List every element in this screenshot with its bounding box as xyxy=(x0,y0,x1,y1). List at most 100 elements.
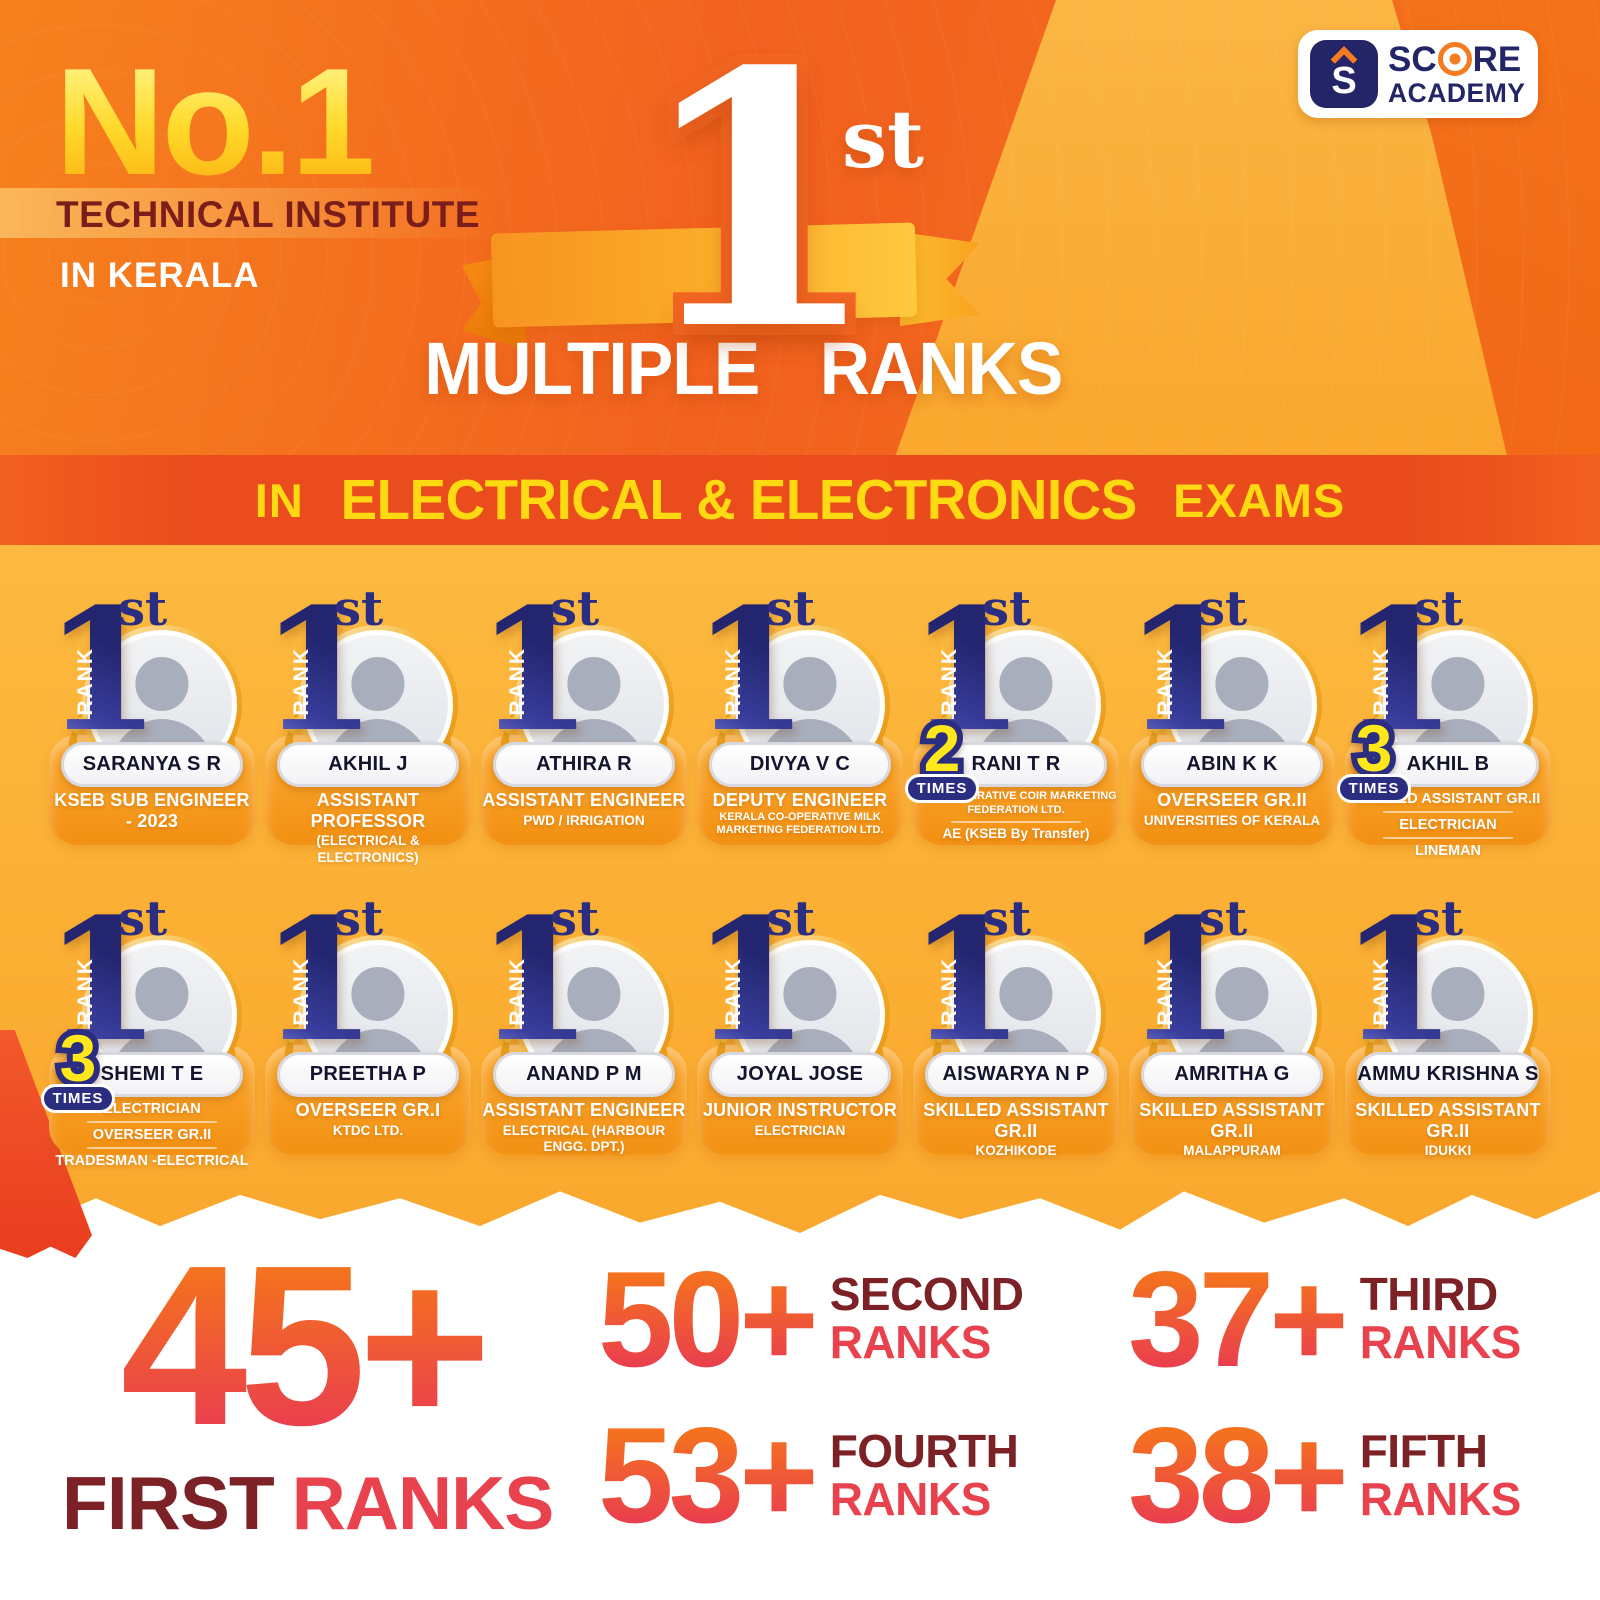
times-count: 3 xyxy=(1356,715,1393,781)
rank-holder-card: 1 RANK st ANAND P M ASSISTANT ENGINEER EL… xyxy=(476,881,692,1157)
rank-word: RANK xyxy=(722,647,745,716)
rank-ordinal: st xyxy=(550,581,600,637)
other-ranks-stats: 50+ SECOND RANKS 37+ THIRD RANKS 53+ FOU… xyxy=(598,1243,1558,1552)
first-ranks-ranks: RANKS xyxy=(291,1460,555,1545)
rank-word: RANK xyxy=(938,647,961,716)
times-badge: 3 TIMES xyxy=(1334,715,1414,803)
rank-holder-photo xyxy=(524,945,664,1085)
logo-name-bottom: ACADEMY xyxy=(1388,77,1526,108)
designation: ELECTRICIAN xyxy=(1399,817,1497,834)
designation-lines: SKILLED ASSISTANT GR.II IDUKKI xyxy=(1346,1100,1550,1160)
first-ranks-stat: 45+ FIRST RANKS xyxy=(62,1232,554,1546)
designation: OVERSEER GR.II xyxy=(1157,790,1307,810)
name-pill: DIVYA V C xyxy=(709,742,891,787)
designation: PWD / IRRIGATION xyxy=(523,812,645,828)
designation: ASSISTANT PROFESSOR xyxy=(310,790,426,831)
hero-rank-ordinal: st xyxy=(842,92,924,186)
name-pill: JOYAL JOSE xyxy=(709,1052,891,1097)
name-pill: AMMU KRISHNA S xyxy=(1357,1052,1539,1097)
avatar-head xyxy=(783,657,837,711)
role-divider xyxy=(1382,811,1514,814)
rank-one-badge: 1 RANK st xyxy=(44,581,167,761)
avatar-head xyxy=(1431,967,1485,1021)
rank-one-badge: 1 RANK st xyxy=(692,571,815,769)
avatar-head xyxy=(135,657,189,711)
rank-ordinal: st xyxy=(982,891,1032,947)
designation: JUNIOR INSTRUCTOR xyxy=(702,1100,898,1120)
rank-word: RANK xyxy=(1370,957,1393,1026)
role-divider xyxy=(950,820,1082,823)
designation: ELECTRICIAN xyxy=(754,1122,846,1138)
rank-holder-card: 1 RANK st AISWARYA N P SKILLED ASSISTANT… xyxy=(908,881,1124,1160)
role-divider xyxy=(1382,837,1514,840)
rank-ordinal: st xyxy=(1414,891,1464,947)
stat-number: 37+ xyxy=(1128,1243,1349,1395)
rank-holder-card: 1 RANK st 3 TIMES SHEMI T E ELECTRICIANO… xyxy=(40,891,260,1169)
rank-word: RANK xyxy=(74,957,97,1026)
rank-one-badge: 1 RANK st xyxy=(476,581,599,761)
rank-one-badge: 1 RANK st xyxy=(1124,581,1247,761)
stat-words: FOURTH RANKS xyxy=(830,1427,1019,1524)
rank-holder-card: 1 RANK st SARANYA S R KSEB SUB ENGINEER … xyxy=(44,581,260,847)
exam-banner: IN ELECTRICAL & ELECTRONICS EXAMS xyxy=(0,455,1600,545)
rank-word: RANK xyxy=(290,647,313,716)
name-pill: PREETHA P xyxy=(277,1052,459,1097)
rank-holder-name: PREETHA P xyxy=(309,1063,427,1085)
avatar-head xyxy=(1431,657,1485,711)
rank-holder-name: AMMU KRISHNA S xyxy=(1357,1063,1539,1085)
rank-ordinal: st xyxy=(766,891,816,947)
designation: OVERSEER GR.II xyxy=(92,1127,212,1144)
rank-number: 1 xyxy=(476,881,593,1079)
designation: SKILLED ASSISTANT GR.II xyxy=(1355,1100,1541,1141)
rank-stat: 38+ FIFTH RANKS xyxy=(1128,1407,1558,1543)
monogram-letter: S xyxy=(1331,60,1357,102)
designation-lines: DEPUTY ENGINEER KERALA CO-OPERATIVE MILK … xyxy=(698,790,902,838)
name-pill: ABIN K K xyxy=(1141,742,1323,787)
stat-ranks-word: RANKS xyxy=(829,1316,992,1369)
rank-one-badge: 1 RANK st xyxy=(260,571,383,769)
first-ranks-label: FIRST RANKS xyxy=(62,1460,554,1546)
rank-ordinal: st xyxy=(334,581,384,637)
logo-name-top-left: SC xyxy=(1388,39,1437,79)
rank-holder-name: SHEMI T E xyxy=(100,1063,204,1085)
first-ranks-word: FIRST xyxy=(62,1460,275,1545)
rank-number: 1 xyxy=(692,571,809,769)
designation-lines: OVERSEER GR.I KTDC LTD. xyxy=(266,1100,470,1139)
avatar-head xyxy=(567,967,621,1021)
avatar-head xyxy=(999,967,1053,1021)
rank-ordinal: st xyxy=(766,581,816,637)
rank-number: 1 xyxy=(260,881,377,1079)
rank-number: 1 xyxy=(260,571,377,769)
times-word: TIMES xyxy=(1336,773,1412,803)
stat-number: 53+ xyxy=(598,1399,819,1552)
avatar-head xyxy=(351,967,405,1021)
logo-text: SC RE ACADEMY xyxy=(1388,42,1525,107)
role-divider xyxy=(86,1147,218,1150)
stat-ordinal-word: THIRD xyxy=(1359,1268,1499,1321)
designation: KERALA CO-OPERATIVE MILK MARKETING FEDER… xyxy=(716,810,884,837)
name-pill: SARANYA S R xyxy=(61,742,243,787)
rank-holder-card: 1 RANK st PREETHA P OVERSEER GR.I KTDC LT… xyxy=(260,881,476,1157)
location-text: IN KERALA xyxy=(60,256,260,295)
rank-word: RANK xyxy=(938,957,961,1026)
banner-suffix: EXAMS xyxy=(1173,473,1346,527)
rank-number: 1 xyxy=(692,881,809,1079)
rank-row-2: 1 RANK st 3 TIMES SHEMI T E ELECTRICIAN O… xyxy=(0,881,1600,1169)
rank-holder-name: ATHIRA R xyxy=(536,753,632,775)
rank-holder-name: ABIN K K xyxy=(1186,753,1278,775)
rank-holder-card: 1 RANK st JOYAL JOSE JUNIOR INSTRUCTOR EL… xyxy=(692,881,908,1157)
rank-stat: 50+ SECOND RANKS xyxy=(598,1251,1128,1387)
rank-holder-name: AKHIL J xyxy=(328,753,408,775)
designation-lines: ASSISTANT ENGINEER PWD / IRRIGATION xyxy=(482,790,686,829)
rank-number: 1 xyxy=(908,881,1025,1079)
stat-ranks-word: RANKS xyxy=(1359,1316,1522,1369)
rank-one-badge: 1 RANK st xyxy=(476,881,599,1079)
designation: (ELECTRICAL & ELECTRONICS) xyxy=(316,833,420,865)
designation-lines: KSEB SUB ENGINEER - 2023 xyxy=(50,790,254,831)
logo-name-top: SC RE xyxy=(1388,42,1525,77)
rank-number: 1 xyxy=(1124,881,1241,1079)
designation-lines: SKILLED ASSISTANT GR.II KOZHIKODE xyxy=(914,1100,1118,1160)
subtitle-technical-institute: TECHNICAL INSTITUTE xyxy=(56,194,481,235)
rank-word: RANK xyxy=(1154,957,1177,1026)
